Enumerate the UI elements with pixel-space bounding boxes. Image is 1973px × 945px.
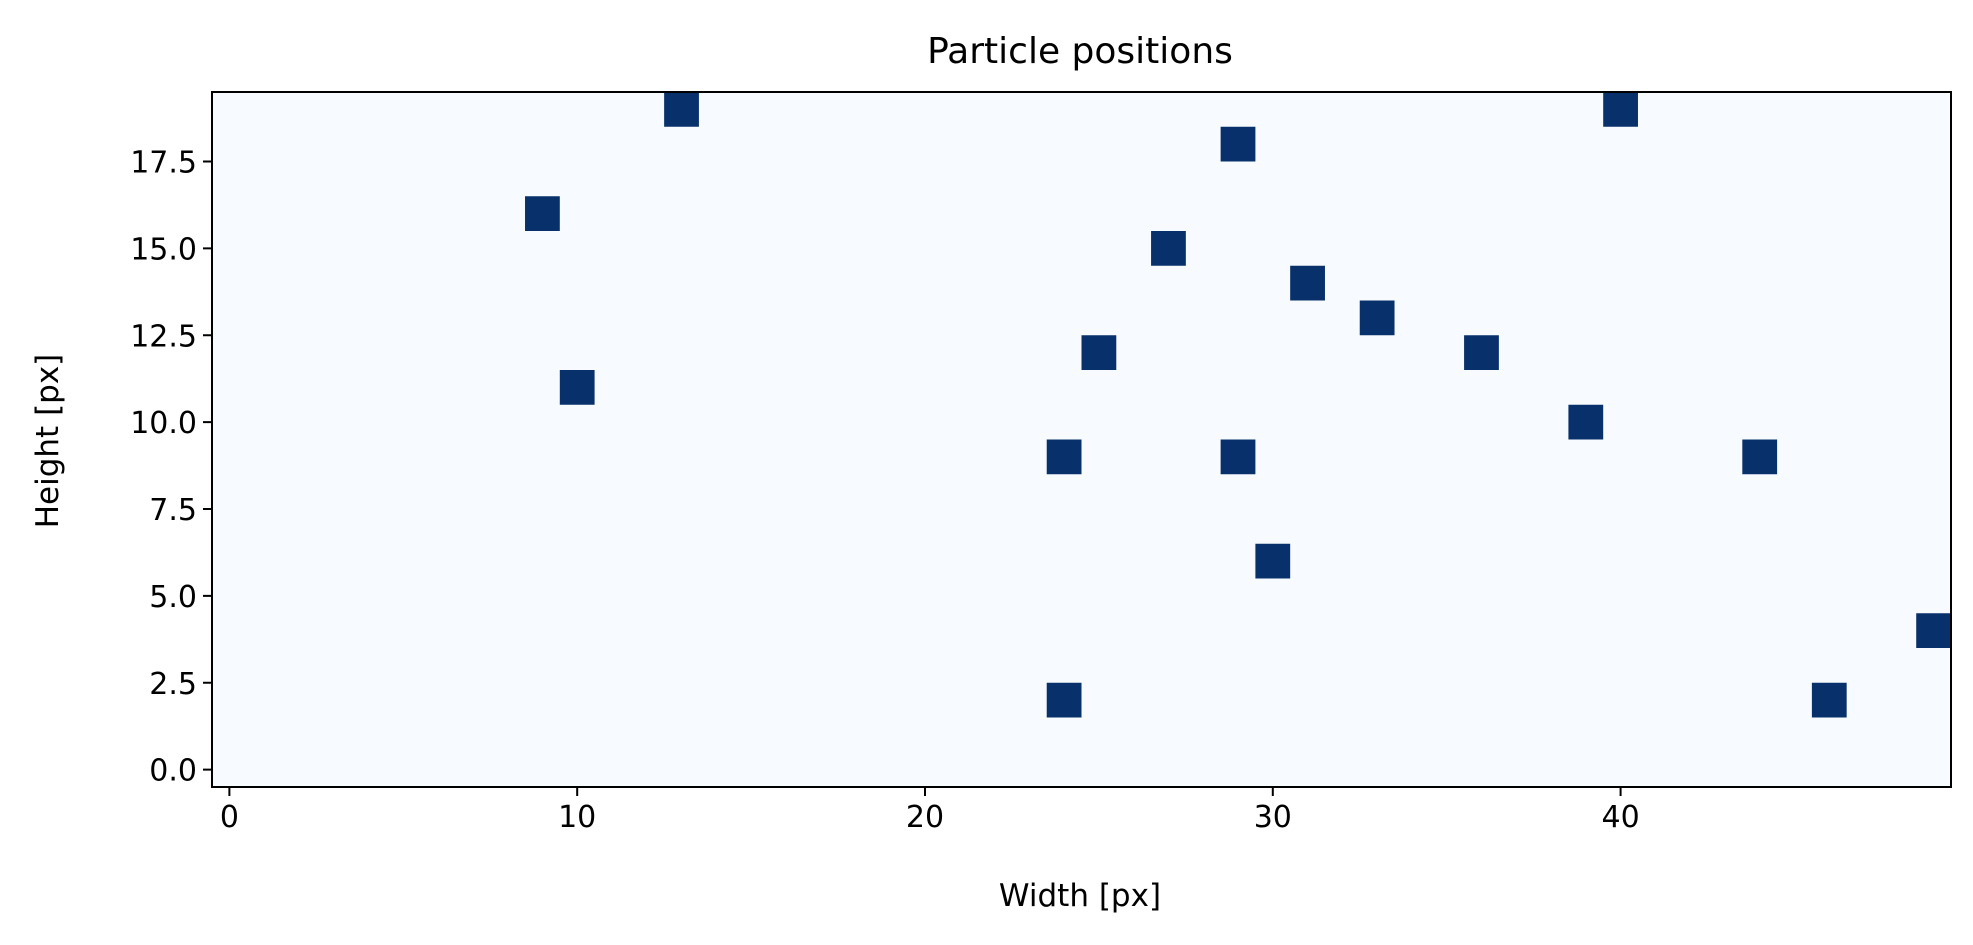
particle-cell-8 xyxy=(1081,335,1117,370)
particle-cell-15 xyxy=(1255,543,1291,579)
y-tick-label: 7.5 xyxy=(149,493,197,528)
y-tick-label: 0.0 xyxy=(149,754,197,789)
particle-cell-17 xyxy=(1046,682,1082,718)
plot-area xyxy=(211,91,1952,788)
y-axis: 0.0 2.5 5.0 7.5 10.0 12.5 15.0 17.5 xyxy=(130,146,212,789)
particle-cell-2 xyxy=(1603,92,1638,127)
y-tick-label: 2.5 xyxy=(149,667,197,702)
particle-cell-7 xyxy=(1359,300,1395,336)
particle-cell-5 xyxy=(1151,231,1186,266)
particle-cell-16 xyxy=(1916,613,1951,648)
particle-cell-13 xyxy=(1220,439,1256,475)
particle-cell-3 xyxy=(1220,126,1256,162)
x-axis: 0 10 20 30 40 xyxy=(220,787,1640,835)
particles-layer xyxy=(525,92,1951,718)
y-tick-label: 17.5 xyxy=(130,146,197,181)
x-tick-label: 30 xyxy=(1254,800,1292,835)
particle-cell-6 xyxy=(1290,265,1325,301)
particle-cell-10 xyxy=(559,370,595,405)
x-tick-label: 20 xyxy=(906,800,944,835)
chart-title: Particle positions xyxy=(927,31,1233,72)
y-axis-label: Height [px] xyxy=(30,354,66,529)
y-tick-label: 10.0 xyxy=(130,406,197,441)
x-tick-label: 0 xyxy=(220,800,239,835)
x-tick-label: 10 xyxy=(558,800,596,835)
particle-cell-14 xyxy=(1742,439,1778,475)
y-tick-label: 12.5 xyxy=(130,319,197,354)
x-tick-label: 40 xyxy=(1601,800,1639,835)
particle-cell-4 xyxy=(525,196,560,231)
y-tick-label: 5.0 xyxy=(149,580,197,615)
particle-cell-11 xyxy=(1568,404,1604,440)
x-axis-label: Width [px] xyxy=(999,878,1161,914)
particle-cell-12 xyxy=(1046,439,1082,475)
particle-cell-18 xyxy=(1811,682,1847,718)
y-tick-label: 15.0 xyxy=(130,232,197,267)
particle-cell-9 xyxy=(1464,335,1499,370)
particle-cell-1 xyxy=(664,92,699,127)
plot-frame xyxy=(211,91,1952,788)
